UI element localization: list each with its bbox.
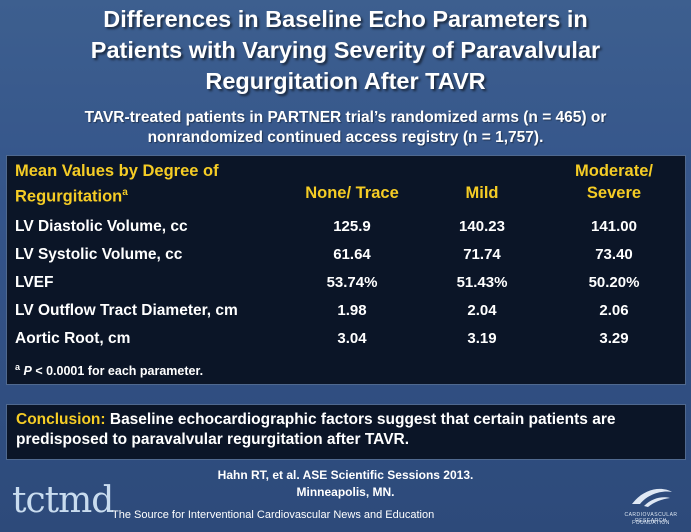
title-line-3: Regurgitation After TAVR	[205, 68, 486, 94]
subtitle-line-1: TAVR-treated patients in PARTNER trial’s…	[84, 109, 607, 126]
cell-lvef-moderate: 50.20%	[588, 274, 640, 291]
footnote-text: < 0.0001 for each parameter.	[31, 364, 204, 379]
slide-subtitle: TAVR-treated patients in PARTNER trial’s…	[0, 108, 691, 148]
cell-lv-systolic-moderate: 73.40	[595, 246, 633, 263]
cell-lv-outflow-none: 1.98	[337, 302, 367, 319]
cell-lv-diastolic-moderate: 141.00	[591, 218, 637, 235]
table-footnote: a P < 0.0001 for each parameter.	[15, 359, 203, 379]
foundation-logo: CARDIOVASCULAR RESEARCH FOUNDATION	[618, 484, 684, 528]
cell-lvef-none: 53.74%	[326, 274, 378, 291]
citation-line-1: Hahn RT, et al. ASE Scientific Sessions …	[217, 468, 474, 482]
cell-lv-outflow-mild: 2.04	[467, 302, 497, 319]
row-label-aortic-root: Aortic Root, cm	[15, 330, 131, 347]
footnote-p: P	[23, 364, 32, 379]
conclusion-label: Conclusion:	[16, 411, 106, 428]
row-label-lv-systolic: LV Systolic Volume, cc	[15, 246, 183, 263]
table-header-label: Mean Values by Degree of Regurgitationa	[15, 160, 285, 208]
column-header-mild: Mild	[465, 184, 499, 202]
header-label-line-2: Regurgitationa	[15, 187, 128, 206]
title-line-2: Patients with Varying Severity of Parava…	[90, 37, 601, 63]
cell-aortic-root-mild: 3.19	[467, 330, 497, 347]
row-label-lv-outflow: LV Outflow Tract Diameter, cm	[15, 302, 238, 319]
header-label-sup: a	[122, 187, 128, 198]
foundation-text-line-1: CARDIOVASCULAR RESEARCH	[624, 512, 678, 524]
data-table: Mean Values by Degree of Regurgitationa …	[6, 155, 686, 385]
footnote-sup: a	[15, 362, 21, 372]
subtitle-line-2: nonrandomized continued access registry …	[147, 129, 544, 146]
cell-lv-systolic-mild: 71.74	[463, 246, 501, 263]
cell-aortic-root-moderate: 3.29	[599, 330, 629, 347]
cell-lv-diastolic-none: 125.9	[333, 218, 371, 235]
foundation-text-line-2: FOUNDATION	[632, 520, 670, 526]
header-label-line-1: Mean Values by Degree of	[15, 162, 219, 180]
footer-tagline: The Source for Interventional Cardiovasc…	[112, 509, 435, 521]
cell-lv-outflow-moderate: 2.06	[599, 302, 629, 319]
conclusion-text: Baseline echocardiographic factors sugge…	[16, 411, 616, 448]
cell-lvef-mild: 51.43%	[456, 274, 508, 291]
tctmd-logo: tctmd	[12, 480, 114, 521]
row-label-lvef: LVEF	[15, 274, 54, 291]
column-header-moderate-severe: Moderate/ Severe	[575, 162, 653, 202]
foundation-swoosh-icon	[632, 488, 672, 507]
row-label-lv-diastolic: LV Diastolic Volume, cc	[15, 218, 188, 235]
cell-lv-systolic-none: 61.64	[333, 246, 371, 263]
slide-title: Differences in Baseline Echo Parameters …	[0, 4, 691, 97]
cell-aortic-root-none: 3.04	[337, 330, 367, 347]
citation: Hahn RT, et al. ASE Scientific Sessions …	[0, 467, 691, 501]
cell-lv-diastolic-mild: 140.23	[459, 218, 505, 235]
column-header-none-trace: None/ Trace	[305, 184, 399, 202]
title-line-1: Differences in Baseline Echo Parameters …	[103, 6, 588, 32]
citation-line-2: Minneapolis, MN.	[296, 485, 395, 499]
conclusion-box: Conclusion: Baseline echocardiographic f…	[6, 404, 686, 460]
